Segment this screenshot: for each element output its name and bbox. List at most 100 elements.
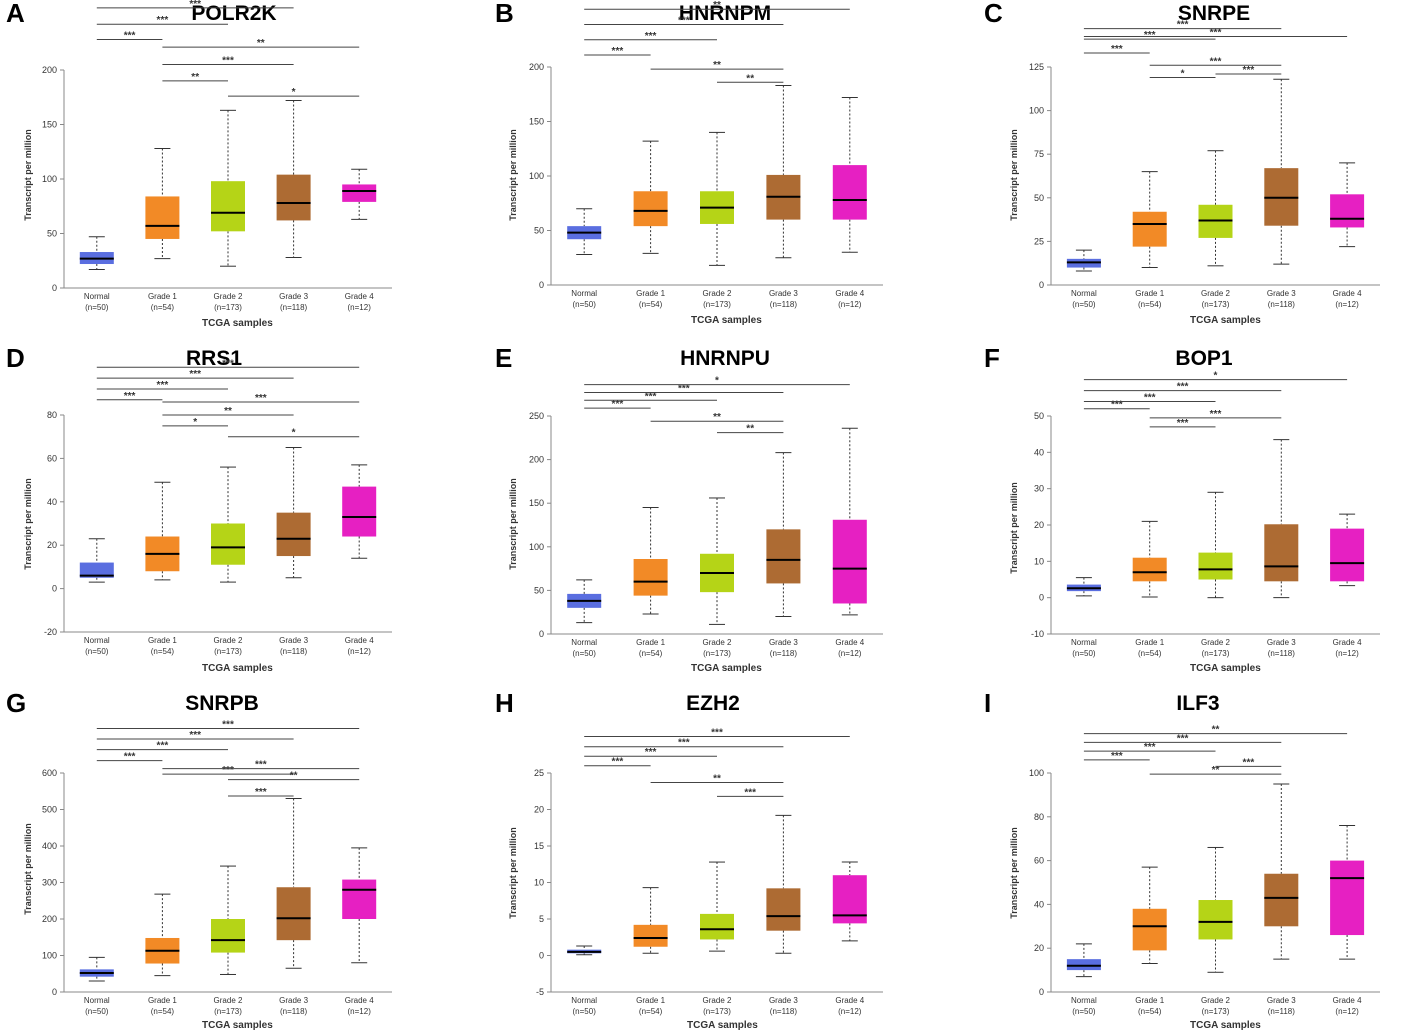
gene-title: ILF3 xyxy=(1176,692,1220,715)
y-tick-label: 200 xyxy=(42,65,57,75)
significance-label: *** xyxy=(222,765,234,776)
panel-C: C SNRPE Transcript per million TCGA samp… xyxy=(978,0,1402,344)
group-n-label: (n=50) xyxy=(1072,649,1096,658)
group-n-label: (n=118) xyxy=(1268,300,1296,309)
group-label: Normal xyxy=(84,636,110,645)
box-grade-3 xyxy=(276,174,311,221)
group-n-label: (n=50) xyxy=(573,649,597,658)
group-label: Grade 1 xyxy=(636,996,665,1005)
group-n-label: (n=50) xyxy=(1072,1007,1096,1016)
boxplot-D: -20 0 20 40 60 80 Normal (n=50) Grade 1 (n=54) Gra… xyxy=(44,358,392,656)
box-normal xyxy=(1066,959,1101,971)
group-n-label: (n=118) xyxy=(770,649,798,658)
group-n-label: (n=54) xyxy=(1138,1007,1162,1016)
panel-D: D RRS1 Transcript per million TCGA sampl… xyxy=(0,343,467,689)
group-label: Normal xyxy=(1071,996,1097,1005)
box-grade-4 xyxy=(342,184,377,202)
y-tick-label: 0 xyxy=(1039,987,1044,997)
box-grade-1 xyxy=(1132,908,1167,951)
group-label: Grade 3 xyxy=(1267,289,1296,298)
significance-label: *** xyxy=(1111,751,1123,762)
group-label: Grade 1 xyxy=(636,638,665,647)
box-grade-3 xyxy=(766,529,801,584)
gene-title: SNRPE xyxy=(1177,2,1251,25)
panel-I: I ILF3 Transcript per million TCGA sampl… xyxy=(978,688,1402,1034)
significance-label: *** xyxy=(612,757,624,768)
y-tick-label: 0 xyxy=(1039,593,1044,603)
significance-label: *** xyxy=(645,747,657,758)
gene-title: RRS1 xyxy=(185,347,243,370)
x-axis-title: TCGA samples xyxy=(1190,315,1261,326)
significance-label: *** xyxy=(124,752,136,763)
boxplot-I: 0 20 40 60 80 100 Normal (n=50) Grade 1 (n=54) Gra… xyxy=(1029,725,1380,1016)
box-grade-1 xyxy=(633,559,668,596)
y-tick-label: 60 xyxy=(1034,856,1044,866)
group-n-label: (n=118) xyxy=(770,1007,798,1016)
significance-label: ** xyxy=(746,73,754,84)
boxplot-H: -5 0 5 10 15 20 25 Normal (n=50) Grade 1 (n=54) Gra… xyxy=(534,728,883,1016)
y-tick-label: 50 xyxy=(1034,193,1044,203)
group-n-label: (n=54) xyxy=(151,647,175,656)
significance-label: ** xyxy=(1212,725,1220,736)
box-grade-2 xyxy=(211,523,245,565)
significance-label: * xyxy=(1181,68,1185,79)
group-label: Grade 1 xyxy=(1135,638,1164,647)
y-tick-label: 5 xyxy=(539,914,544,924)
significance-label: *** xyxy=(1177,382,1189,393)
group-label: Grade 4 xyxy=(1333,289,1362,298)
box-grade-2 xyxy=(1198,900,1233,940)
significance-label: *** xyxy=(1111,44,1123,55)
y-tick-label: -20 xyxy=(44,627,57,637)
group-label: Grade 1 xyxy=(1135,996,1164,1005)
significance-label: *** xyxy=(1144,742,1156,753)
y-tick-label: 60 xyxy=(47,453,57,463)
group-n-label: (n=118) xyxy=(1268,1007,1296,1016)
significance-label: *** xyxy=(1210,27,1222,38)
significance-label: *** xyxy=(1144,392,1156,403)
group-n-label: (n=12) xyxy=(1335,1007,1359,1016)
y-tick-label: 0 xyxy=(52,283,57,293)
panel-B: B HNRNPM Transcript per million TCGA sam… xyxy=(489,0,956,344)
y-tick-label: 20 xyxy=(534,805,544,815)
y-tick-label: 300 xyxy=(42,878,57,888)
y-tick-label: 10 xyxy=(534,878,544,888)
y-tick-label: 40 xyxy=(1034,447,1044,457)
group-label: Grade 2 xyxy=(214,996,243,1005)
gene-title: BOP1 xyxy=(1175,347,1233,370)
group-label: Normal xyxy=(1071,289,1097,298)
y-tick-label: 100 xyxy=(42,951,57,961)
panel-letter: C xyxy=(984,0,1003,28)
significance-label: *** xyxy=(189,730,201,741)
significance-label: * xyxy=(292,428,296,439)
y-tick-label: 200 xyxy=(42,914,57,924)
y-tick-label: 500 xyxy=(42,805,57,815)
y-tick-label: 10 xyxy=(1034,556,1044,566)
box-grade-1 xyxy=(145,196,180,239)
significance-label: *** xyxy=(189,0,201,10)
significance-label: *** xyxy=(255,760,267,771)
group-n-label: (n=50) xyxy=(573,300,597,309)
significance-label: ** xyxy=(713,773,721,784)
significance-label: *** xyxy=(1243,757,1255,768)
significance-label: *** xyxy=(157,15,169,26)
y-tick-label: 250 xyxy=(529,411,544,421)
group-label: Grade 2 xyxy=(703,996,732,1005)
y-tick-label: 100 xyxy=(42,174,57,184)
significance-label: *** xyxy=(612,46,624,57)
group-n-label: (n=54) xyxy=(1138,300,1162,309)
significance-label: *** xyxy=(1177,418,1189,429)
y-tick-label: 20 xyxy=(1034,943,1044,953)
y-tick-label: 125 xyxy=(1029,62,1044,72)
box-grade-1 xyxy=(1132,211,1167,247)
box-grade-4 xyxy=(832,165,867,220)
y-tick-label: -5 xyxy=(536,987,544,997)
group-n-label: (n=54) xyxy=(639,1007,663,1016)
y-tick-label: 100 xyxy=(529,542,544,552)
box-grade-4 xyxy=(1330,194,1365,228)
y-tick-label: 50 xyxy=(47,229,57,239)
y-tick-label: -10 xyxy=(1031,629,1044,639)
significance-label: ** xyxy=(713,412,721,423)
x-axis-title: TCGA samples xyxy=(691,663,762,674)
gene-title: HNRNPM xyxy=(678,2,772,25)
group-label: Grade 4 xyxy=(835,996,864,1005)
